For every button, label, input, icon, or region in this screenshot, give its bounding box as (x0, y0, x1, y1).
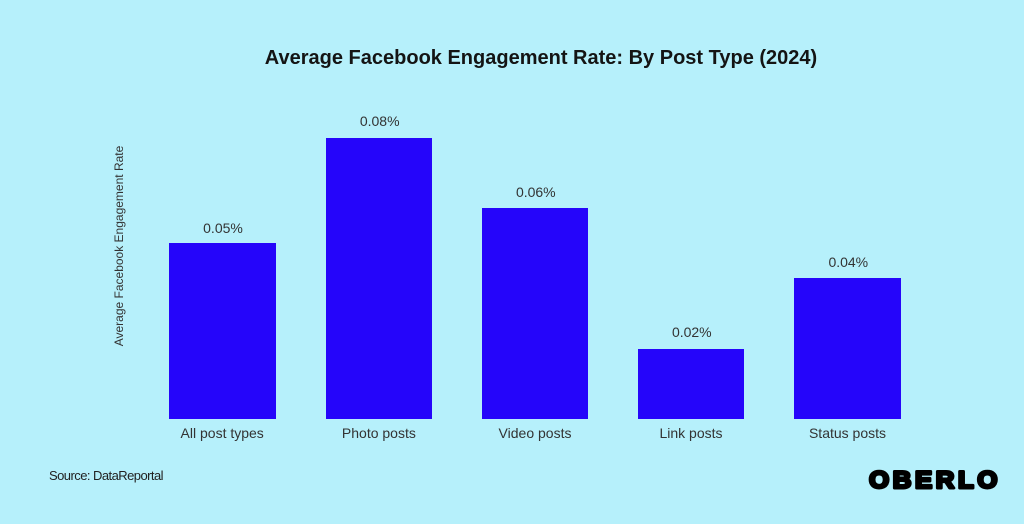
svg-text:OBERLO: OBERLO (869, 468, 1001, 494)
